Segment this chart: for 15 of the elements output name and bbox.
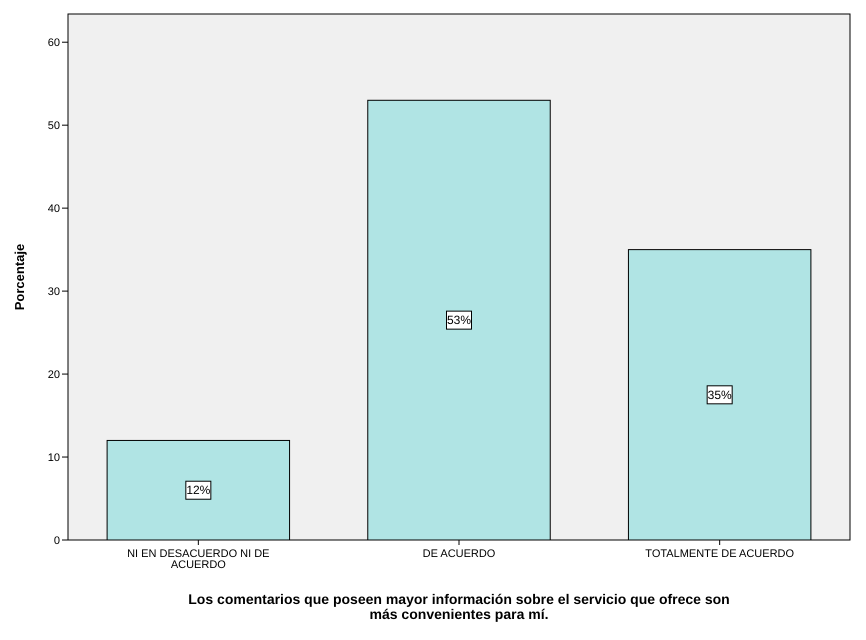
y-tick-label: 40 <box>48 203 60 216</box>
y-axis-title: Porcentaje <box>12 244 27 310</box>
y-tick-label: 60 <box>48 37 60 50</box>
y-tick-label: 30 <box>48 286 60 298</box>
x-tick-label: TOTALMENTE DE ACUERDO <box>645 548 794 560</box>
data-label: 53% <box>446 313 472 328</box>
y-tick-label: 0 <box>54 535 60 547</box>
x-tick-label: NI EN DESACUERDO NI DE ACUERDO <box>127 548 270 571</box>
y-tick-label: 10 <box>48 452 60 464</box>
x-tick-label: DE ACUERDO <box>422 548 496 560</box>
y-tick-label: 50 <box>48 120 60 132</box>
y-tick-label: 20 <box>48 369 60 382</box>
data-label: 12% <box>186 483 211 498</box>
x-axis-title: Los comentarios que poseen mayor información sobre el servicio que ofrece son más convenientes para mí. <box>188 591 730 622</box>
data-label: 35% <box>708 388 732 402</box>
